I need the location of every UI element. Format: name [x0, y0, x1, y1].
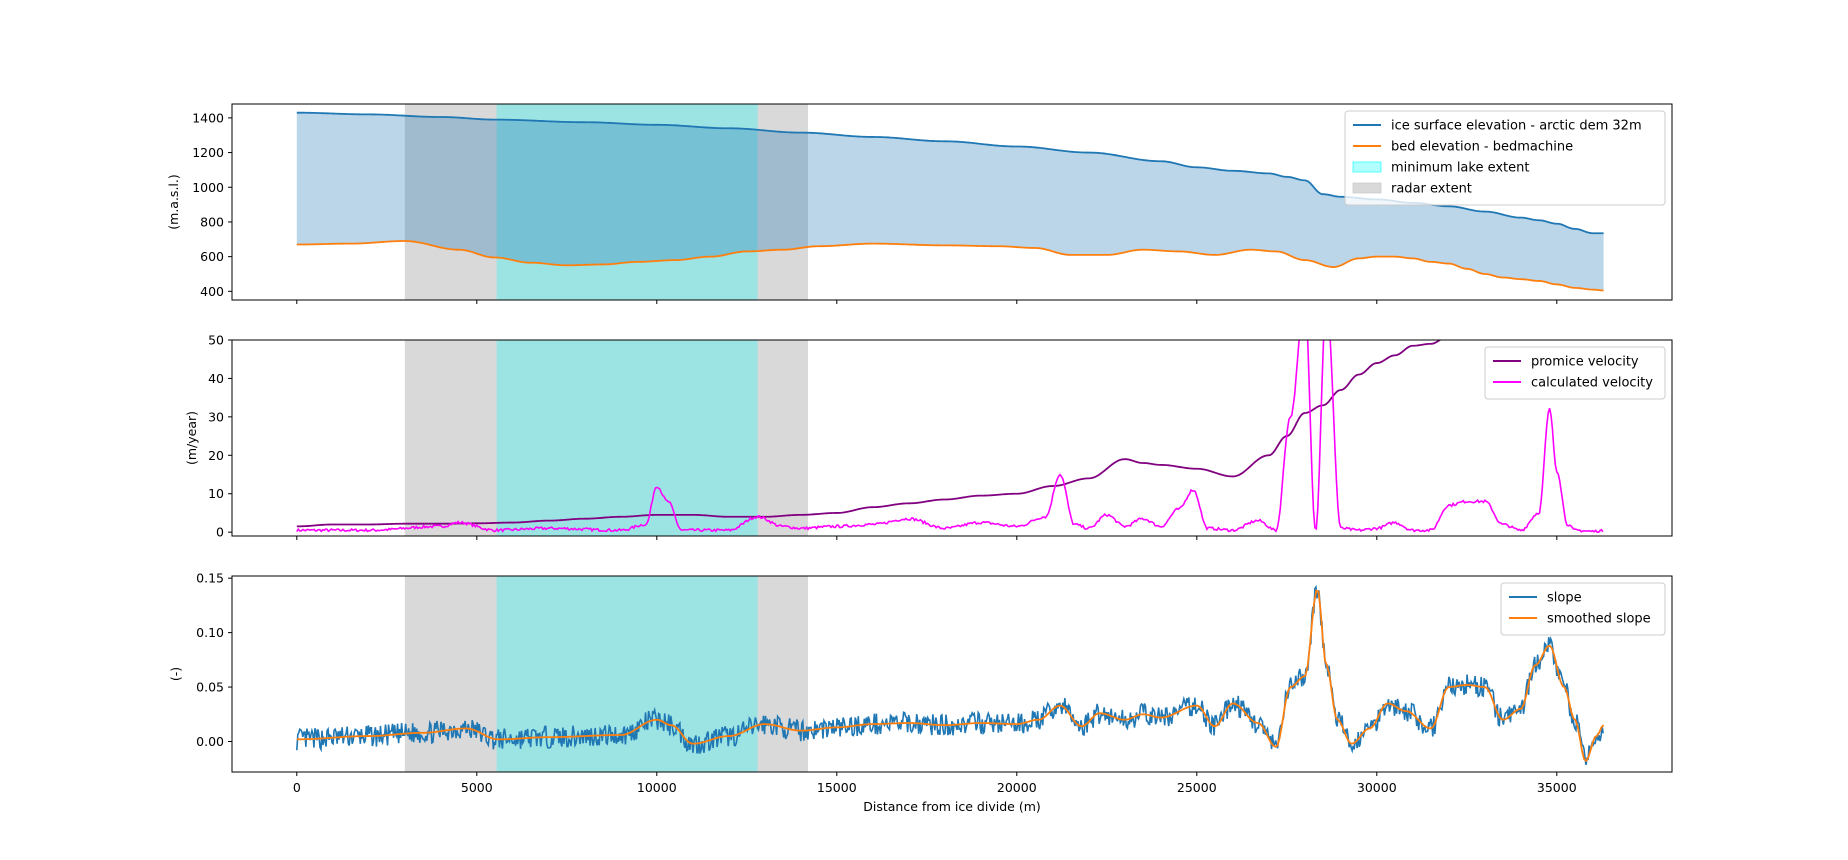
legend-entry-label: smoothed slope: [1547, 612, 1651, 627]
legend: promice velocity calculated velocity: [1485, 347, 1665, 399]
x-tick-label: 10000: [637, 780, 677, 795]
y-tick-label: 0.15: [196, 571, 224, 586]
legend: slope smoothed slope: [1501, 583, 1665, 635]
legend-entry-label: ice surface elevation - arctic dem 32m: [1391, 119, 1642, 134]
y-tick-label: 0.05: [196, 680, 224, 695]
x-tick-label: 0: [293, 780, 301, 795]
legend: ice surface elevation - arctic dem 32m be…: [1345, 111, 1665, 205]
y-tick-label: 800: [200, 214, 224, 229]
x-tick-label: 30000: [1357, 780, 1397, 795]
x-tick-label: 25000: [1177, 780, 1217, 795]
legend-entry-label: promice velocity: [1531, 355, 1639, 370]
y-tick-label: 400: [200, 284, 224, 299]
x-tick-label: 35000: [1537, 780, 1577, 795]
legend-box: [1501, 583, 1665, 635]
y-tick-label: 20: [208, 448, 224, 463]
y-tick-label: 1000: [192, 180, 224, 195]
y-axis-label: (-): [168, 667, 183, 681]
y-tick-label: 0: [216, 525, 224, 540]
y-tick-label: 50: [208, 333, 224, 348]
x-tick-label: 20000: [997, 780, 1037, 795]
y-tick-label: 0.10: [196, 625, 224, 640]
y-axis-label: (m.a.s.l.): [166, 174, 181, 229]
y-tick-label: 600: [200, 249, 224, 264]
elevation-panel: 400 600 800 1000 1200 1400 (m.a.s.l.) ice surfa…: [166, 104, 1672, 304]
legend-entry-label: minimum lake extent: [1391, 161, 1530, 176]
legend-entry-label: calculated velocity: [1531, 376, 1653, 391]
lake-extent-span: [497, 340, 758, 536]
slope-panel: 0.00 0.05 0.10 0.15 0 5000 10000 15000 20000 2500…: [168, 571, 1672, 814]
y-axis-label: (m/year): [184, 411, 199, 465]
y-tick-label: 40: [208, 371, 224, 386]
x-axis-label: Distance from ice divide (m): [863, 799, 1041, 814]
y-tick-label: 1200: [192, 145, 224, 160]
velocity-panel: 0 10 20 30 40 50 (m/year) promice velocity calcu…: [184, 301, 1672, 540]
legend-patch-swatch: [1353, 183, 1381, 193]
y-tick-label: 0.00: [196, 734, 224, 749]
plot-area: [297, 576, 1604, 772]
legend-entry-label: radar extent: [1391, 182, 1472, 197]
y-tick-label: 10: [208, 486, 224, 501]
plot-area: [297, 301, 1603, 536]
y-tick-label: 30: [208, 409, 224, 424]
x-tick-label: 5000: [461, 780, 493, 795]
legend-entry-label: slope: [1547, 591, 1582, 606]
x-tick-label: 15000: [817, 780, 857, 795]
legend-entry-label: bed elevation - bedmachine: [1391, 140, 1573, 155]
legend-patch-swatch: [1353, 162, 1381, 172]
y-tick-label: 1400: [192, 110, 224, 125]
